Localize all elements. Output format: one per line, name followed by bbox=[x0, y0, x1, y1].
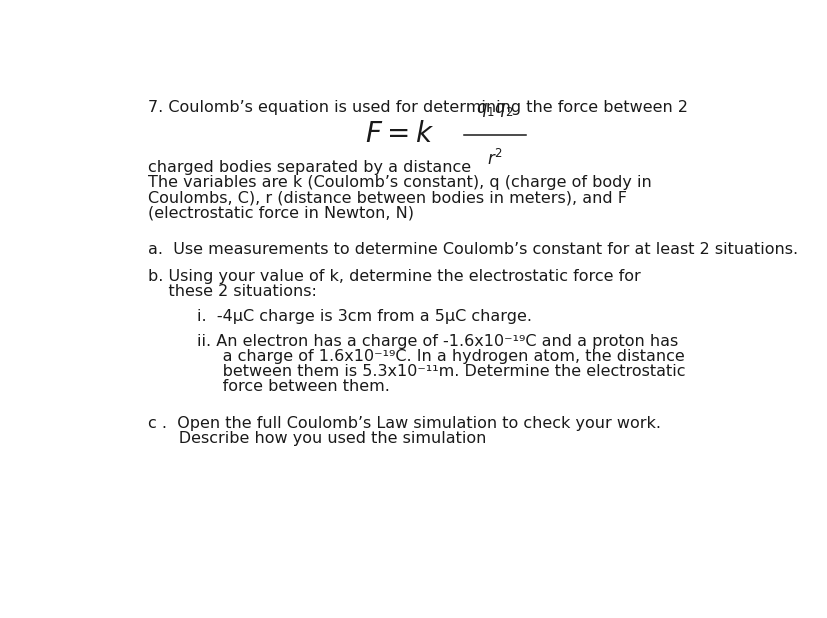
Text: 7. Coulomb’s equation is used for determining the force between 2: 7. Coulomb’s equation is used for determ… bbox=[148, 100, 687, 116]
Text: ii. An electron has a charge of -1.6x10⁻¹⁹C and a proton has: ii. An electron has a charge of -1.6x10⁻… bbox=[196, 334, 677, 349]
Text: i.  -4μC charge is 3cm from a 5μC charge.: i. -4μC charge is 3cm from a 5μC charge. bbox=[196, 309, 531, 324]
Text: between them is 5.3x10⁻¹¹m. Determine the electrostatic: between them is 5.3x10⁻¹¹m. Determine th… bbox=[196, 364, 684, 379]
Text: force between them.: force between them. bbox=[196, 379, 389, 394]
Text: (electrostatic force in Newton, N): (electrostatic force in Newton, N) bbox=[148, 206, 414, 221]
Text: a.  Use measurements to determine Coulomb’s constant for at least 2 situations.: a. Use measurements to determine Coulomb… bbox=[148, 242, 797, 256]
Text: Coulombs, C), r (distance between bodies in meters), and F: Coulombs, C), r (distance between bodies… bbox=[148, 190, 627, 205]
Text: b. Using your value of k, determine the electrostatic force for: b. Using your value of k, determine the … bbox=[148, 269, 640, 284]
Text: The variables are k (Coulomb’s constant), q (charge of body in: The variables are k (Coulomb’s constant)… bbox=[148, 175, 652, 190]
Text: Describe how you used the simulation: Describe how you used the simulation bbox=[148, 431, 486, 446]
Text: $\mathit{q}_1\mathit{q}_2$: $\mathit{q}_1\mathit{q}_2$ bbox=[476, 101, 513, 119]
Text: $\mathit{F} = \mathit{k}$: $\mathit{F} = \mathit{k}$ bbox=[365, 120, 433, 148]
Text: c .  Open the full Coulomb’s Law simulation to check your work.: c . Open the full Coulomb’s Law simulati… bbox=[148, 416, 661, 431]
Text: a charge of 1.6x10⁻¹⁹C. In a hydrogen atom, the distance: a charge of 1.6x10⁻¹⁹C. In a hydrogen at… bbox=[196, 349, 683, 364]
Text: these 2 situations:: these 2 situations: bbox=[148, 284, 317, 300]
Text: $\mathit{r}^2$: $\mathit{r}^2$ bbox=[486, 150, 502, 169]
Text: charged bodies separated by a distance: charged bodies separated by a distance bbox=[148, 160, 471, 175]
